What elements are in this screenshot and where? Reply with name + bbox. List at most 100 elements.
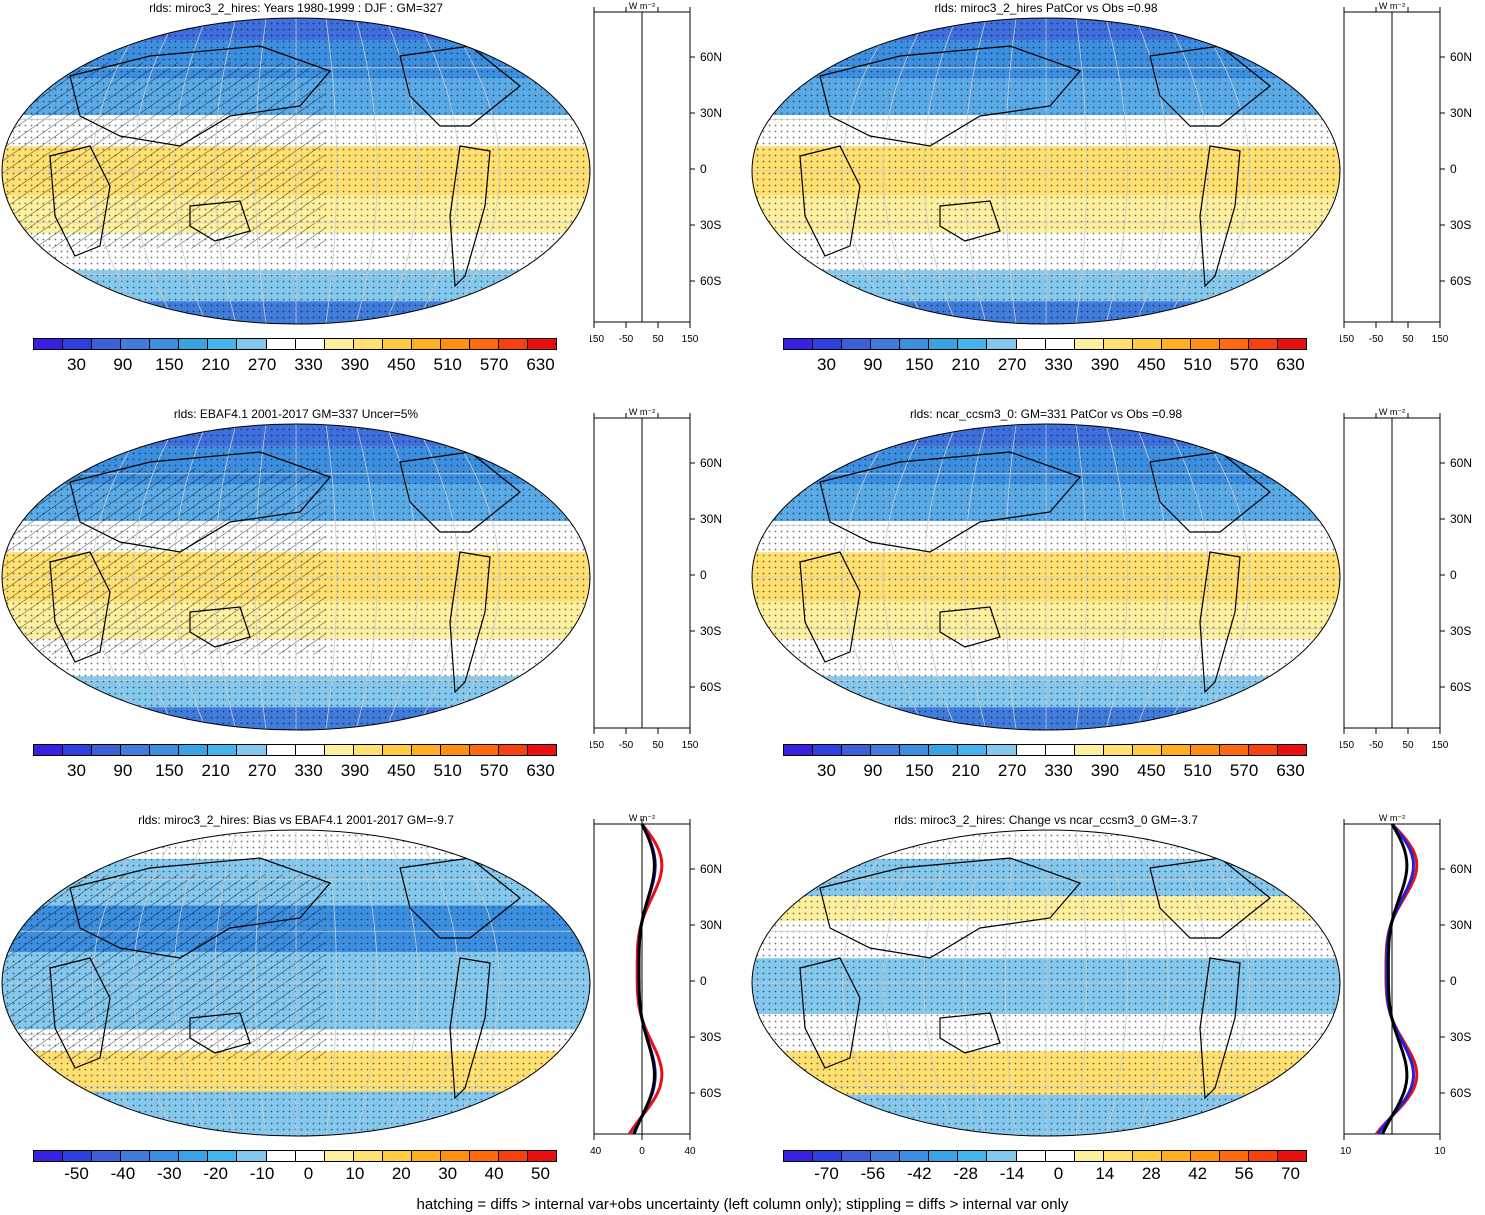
colorbar-label: -30 — [157, 1164, 182, 1183]
colorbar-swatch — [1278, 745, 1307, 755]
colorbar-label: 630 — [1276, 761, 1305, 780]
colorbar-swatch — [411, 339, 441, 349]
colorbar-swatch — [929, 745, 959, 755]
colorbar-swatch — [1190, 339, 1220, 349]
colorbar-label: 40 — [484, 1164, 504, 1183]
colorbar-swatch — [958, 745, 988, 755]
colorbar-label: 270 — [997, 355, 1027, 374]
robinson-map-5 — [1, 829, 591, 1137]
colorbar-swatch — [1132, 1151, 1162, 1161]
colorbar-label: 450 — [1137, 761, 1166, 780]
colorbar-4 — [783, 744, 1307, 756]
colorbar-swatch — [871, 339, 901, 349]
profile-unit-label: W m⁻² — [629, 1, 655, 11]
colorbar-label: 90 — [863, 355, 883, 374]
colorbar-swatch — [63, 1151, 93, 1161]
profile-unit-label: W m⁻² — [1379, 407, 1405, 417]
colorbar-swatch — [208, 1151, 238, 1161]
colorbar-swatch — [1190, 1151, 1220, 1161]
latitude-tick-label: 60S — [1450, 680, 1471, 694]
profile-x-tick-label: 50 — [652, 740, 664, 751]
colorbar-swatch — [987, 1151, 1017, 1161]
robinson-map-1 — [1, 17, 591, 325]
latitude-tick-label: 30N — [700, 512, 722, 526]
colorbar-swatch — [929, 339, 959, 349]
colorbar-label: 150 — [155, 355, 184, 374]
profile-unit-label: W m⁻² — [1379, 813, 1405, 823]
colorbar-swatch — [1278, 1151, 1307, 1161]
colorbar-label: 210 — [201, 761, 230, 780]
latitude-tick-label: 60N — [700, 456, 722, 470]
colorbar-swatch — [295, 339, 325, 349]
profile-unit-label: W m⁻² — [629, 407, 655, 417]
profile-x-tick-label: 150 — [1432, 740, 1449, 751]
colorbar-label: 510 — [433, 355, 462, 374]
map-title-2: rlds: miroc3_2_hires PatCor vs Obs =0.98 — [934, 1, 1158, 15]
colorbar-swatch — [871, 745, 901, 755]
latitude-tick-label: 30S — [700, 624, 721, 638]
colorbar-label: -56 — [860, 1164, 886, 1183]
colorbar-swatch — [929, 1151, 959, 1161]
colorbar-label: 330 — [294, 355, 323, 374]
colorbar-swatch — [92, 1151, 122, 1161]
colorbar-swatch — [324, 1151, 354, 1161]
colorbar-swatch — [440, 339, 470, 349]
profile-x-tick-label: 150 — [1432, 334, 1449, 345]
colorbar-label: -10 — [249, 1164, 275, 1183]
colorbar-swatch — [295, 1151, 325, 1161]
colorbar-label: 28 — [1141, 1164, 1161, 1183]
colorbar-swatch — [150, 339, 180, 349]
colorbar-swatch — [1161, 339, 1191, 349]
colorbar-label: 150 — [155, 761, 184, 780]
colorbar-swatch — [179, 745, 209, 755]
colorbar-swatch — [324, 745, 354, 755]
colorbar-label: 330 — [1044, 761, 1073, 780]
colorbar-label: 510 — [1183, 355, 1212, 374]
profile-x-tick-label: 50 — [1402, 740, 1414, 751]
colorbar-swatch — [528, 339, 557, 349]
colorbar-swatch — [266, 745, 296, 755]
latitude-tick-label: 60S — [700, 1086, 721, 1100]
colorbar-swatch — [92, 745, 122, 755]
colorbar-swatch — [842, 745, 872, 755]
colorbar-swatch — [842, 339, 872, 349]
colorbar-label: 90 — [113, 355, 133, 374]
colorbar-swatch — [92, 339, 122, 349]
colorbar-swatch — [1074, 745, 1104, 755]
colorbar-swatch — [266, 339, 296, 349]
colorbar-label: 150 — [905, 355, 934, 374]
colorbar-swatch — [150, 745, 180, 755]
colorbar-label: 330 — [1044, 355, 1073, 374]
profile-x-tick-label: -150 — [590, 334, 604, 345]
robinson-map-3 — [1, 423, 591, 731]
colorbar-label: 450 — [387, 761, 416, 780]
colorbar-label: 42 — [1188, 1164, 1208, 1183]
latitude-tick-label: 30S — [1450, 218, 1471, 232]
colorbar-swatch — [440, 1151, 470, 1161]
profile-x-tick-label: -150 — [1340, 740, 1354, 751]
profile-x-tick-label: -50 — [619, 334, 634, 345]
profile-x-tick-label: -40 — [590, 1146, 602, 1157]
colorbar-label: 150 — [905, 761, 934, 780]
colorbar-swatch — [1016, 339, 1046, 349]
map-title-1: rlds: miroc3_2_hires: Years 1980-1999 : … — [149, 1, 443, 15]
colorbar-swatch — [987, 339, 1017, 349]
colorbar-label: 630 — [526, 355, 555, 374]
colorbar-swatch — [34, 745, 64, 755]
colorbar-label: -28 — [953, 1164, 978, 1183]
zonal-profile-2: W m⁻² 60N 30N 0 30S 60S -150 -50 50 150 — [1340, 1, 1472, 345]
colorbar-label: 570 — [479, 761, 509, 780]
colorbar-3 — [33, 744, 557, 756]
colorbar-label: 56 — [1234, 1164, 1254, 1183]
colorbar-swatch — [1219, 1151, 1249, 1161]
colorbar-swatch — [528, 1151, 557, 1161]
colorbar-label: 270 — [997, 761, 1027, 780]
colorbar-label: 450 — [1137, 355, 1166, 374]
colorbar-label: 210 — [951, 355, 980, 374]
colorbar-swatch — [208, 339, 238, 349]
colorbar-swatch — [411, 1151, 441, 1161]
robinson-map-4 — [751, 423, 1341, 731]
colorbar-label: 570 — [1229, 761, 1259, 780]
colorbar-swatch — [208, 745, 238, 755]
colorbar-label: -20 — [203, 1164, 228, 1183]
